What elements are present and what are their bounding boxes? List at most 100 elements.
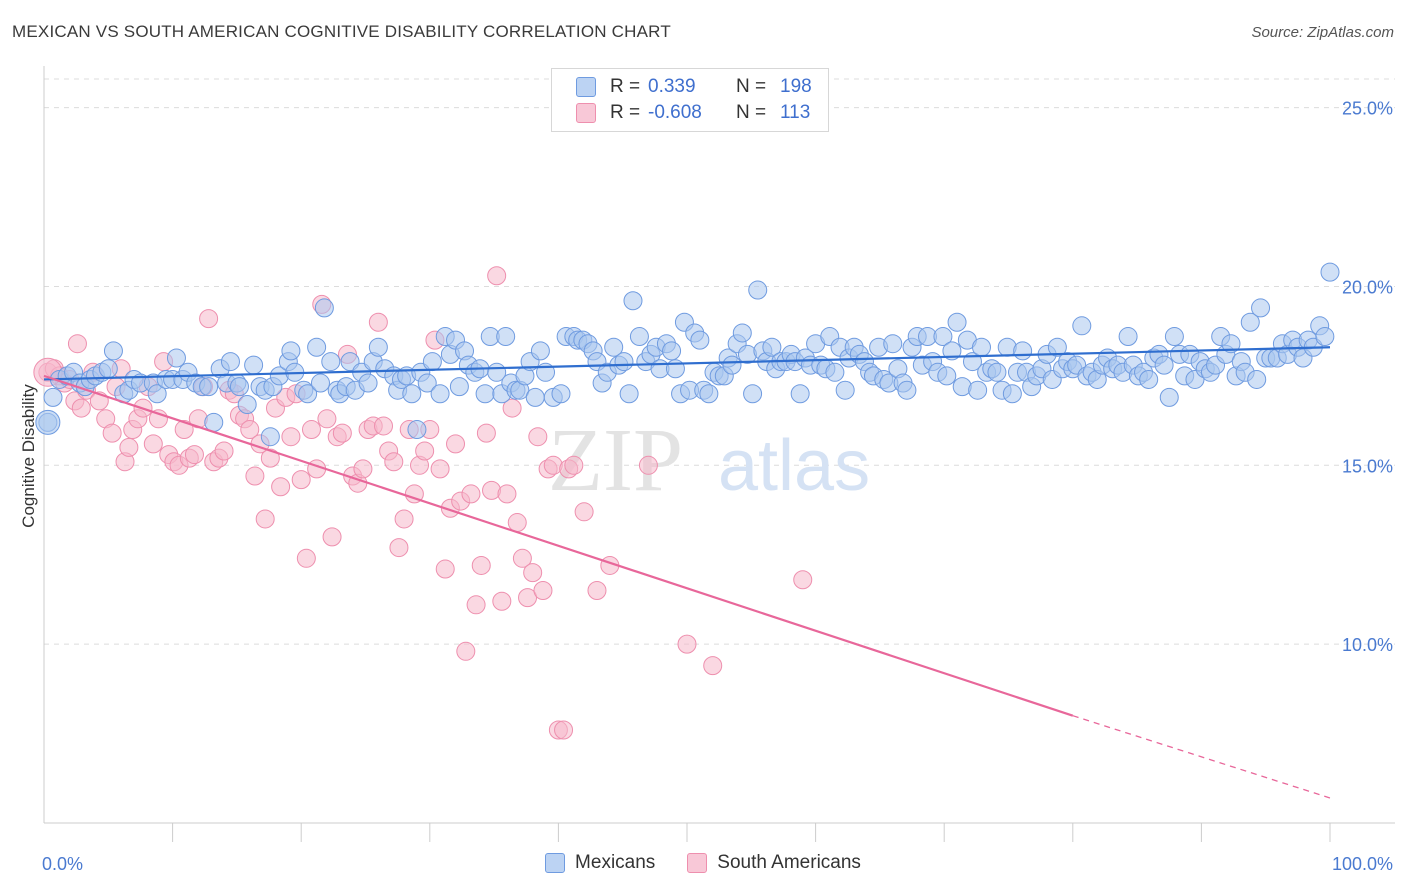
mexican-point — [1013, 341, 1033, 361]
south-american-point — [368, 312, 388, 332]
mexican-point — [732, 323, 752, 343]
south-american-point — [102, 423, 122, 443]
mexican-point — [937, 366, 957, 386]
mexican-point — [1159, 387, 1179, 407]
mexican-point — [166, 348, 186, 368]
mexican-point — [897, 380, 917, 400]
mexican-point — [358, 373, 378, 393]
mexican-point — [310, 373, 330, 393]
south-american-point — [317, 409, 337, 429]
mexican-point — [1164, 327, 1184, 347]
south-american-point — [404, 484, 424, 504]
series-legend: Mexicans South Americans — [0, 852, 1406, 874]
south-american-point — [71, 398, 91, 418]
r-label: R = — [610, 102, 641, 123]
mexican-point — [98, 359, 118, 379]
south-american-point — [260, 448, 280, 468]
mexican-point — [281, 341, 301, 361]
mexican-point — [1139, 369, 1159, 389]
mexican-point — [629, 327, 649, 347]
mexican-point — [43, 387, 63, 407]
mexicans-points — [35, 262, 1340, 447]
mexican-point — [417, 373, 437, 393]
mexican-point — [1251, 298, 1271, 318]
x-tick-label: 0.0% — [42, 854, 83, 874]
south-american-point — [461, 484, 481, 504]
south-american-point — [497, 484, 517, 504]
watermark: ZIP atlas — [548, 411, 870, 510]
south-american-point — [374, 416, 394, 436]
mexican-point — [229, 377, 249, 397]
south-american-point — [564, 455, 584, 475]
south-americans-trend-line — [43, 374, 1074, 717]
south-american-point — [174, 420, 194, 440]
mexican-point — [35, 409, 61, 435]
mexican-point — [496, 327, 516, 347]
south-american-point — [677, 634, 697, 654]
legend-item-south-americans[interactable]: South Americans — [687, 852, 861, 874]
mexican-point — [244, 355, 264, 375]
south-american-point — [492, 591, 512, 611]
mexican-point — [530, 341, 550, 361]
mexican-point — [321, 352, 341, 372]
trend-lines — [43, 346, 1331, 799]
mexican-point — [1047, 337, 1067, 357]
south-american-point — [512, 548, 532, 568]
south-american-point — [389, 538, 409, 558]
y-tick-label: 10.0% — [1342, 635, 1393, 655]
mexican-point — [430, 384, 450, 404]
n-value: 198 — [780, 76, 812, 97]
mexican-point — [1315, 327, 1335, 347]
mexican-point — [604, 337, 624, 357]
r-label: R = — [610, 76, 641, 97]
mexican-point — [987, 362, 1007, 382]
mexican-point — [307, 337, 327, 357]
mexican-point — [449, 377, 469, 397]
n-label: N = — [736, 102, 767, 123]
south-american-point — [384, 452, 404, 472]
mexican-point — [1118, 327, 1138, 347]
chart-title: MEXICAN VS SOUTH AMERICAN COGNITIVE DISA… — [12, 22, 671, 41]
south-american-point — [67, 334, 87, 354]
mexican-point — [1154, 355, 1174, 375]
mexican-point — [1072, 316, 1092, 336]
n-label: N = — [736, 76, 767, 97]
r-value: 0.339 — [648, 76, 696, 97]
mexican-point — [220, 352, 240, 372]
mexican-point — [690, 330, 710, 350]
chart-source: Source: ZipAtlas.com — [1251, 24, 1394, 41]
south-american-point — [554, 720, 574, 740]
mexican-point — [260, 427, 280, 447]
south-americans-trend-extrapolation — [1072, 715, 1331, 799]
mexican-point — [748, 280, 768, 300]
mexican-point — [835, 380, 855, 400]
y-tick-label: 20.0% — [1342, 277, 1393, 297]
n-value: 113 — [780, 102, 811, 123]
mexican-point — [475, 384, 495, 404]
south-american-point — [394, 509, 414, 529]
legend-item-mexicans[interactable]: Mexicans — [545, 852, 655, 874]
south-american-point — [533, 581, 553, 600]
mexican-point — [952, 377, 972, 397]
correlation-legend: R = 0.339 N = 198 R = -0.608 N = 113 — [551, 68, 829, 132]
mexican-point — [368, 337, 388, 357]
south-american-point — [528, 427, 548, 447]
y-tick-label: 15.0% — [1342, 456, 1393, 476]
south-american-point — [703, 656, 723, 676]
south-american-point — [214, 441, 234, 461]
mexicans-swatch — [576, 77, 596, 97]
mexican-point — [551, 384, 571, 404]
south-american-point — [301, 420, 321, 440]
mexican-point — [997, 337, 1017, 357]
mexican-point — [968, 380, 988, 400]
mexican-point — [1240, 312, 1260, 332]
south-american-point — [291, 470, 311, 490]
mexican-point — [407, 420, 427, 440]
south-american-point — [199, 309, 219, 329]
mexican-point — [204, 412, 224, 432]
r-value: -0.608 — [648, 102, 702, 123]
south-americans-swatch — [687, 853, 708, 873]
south-american-point — [281, 427, 301, 447]
mexican-point — [883, 334, 903, 354]
